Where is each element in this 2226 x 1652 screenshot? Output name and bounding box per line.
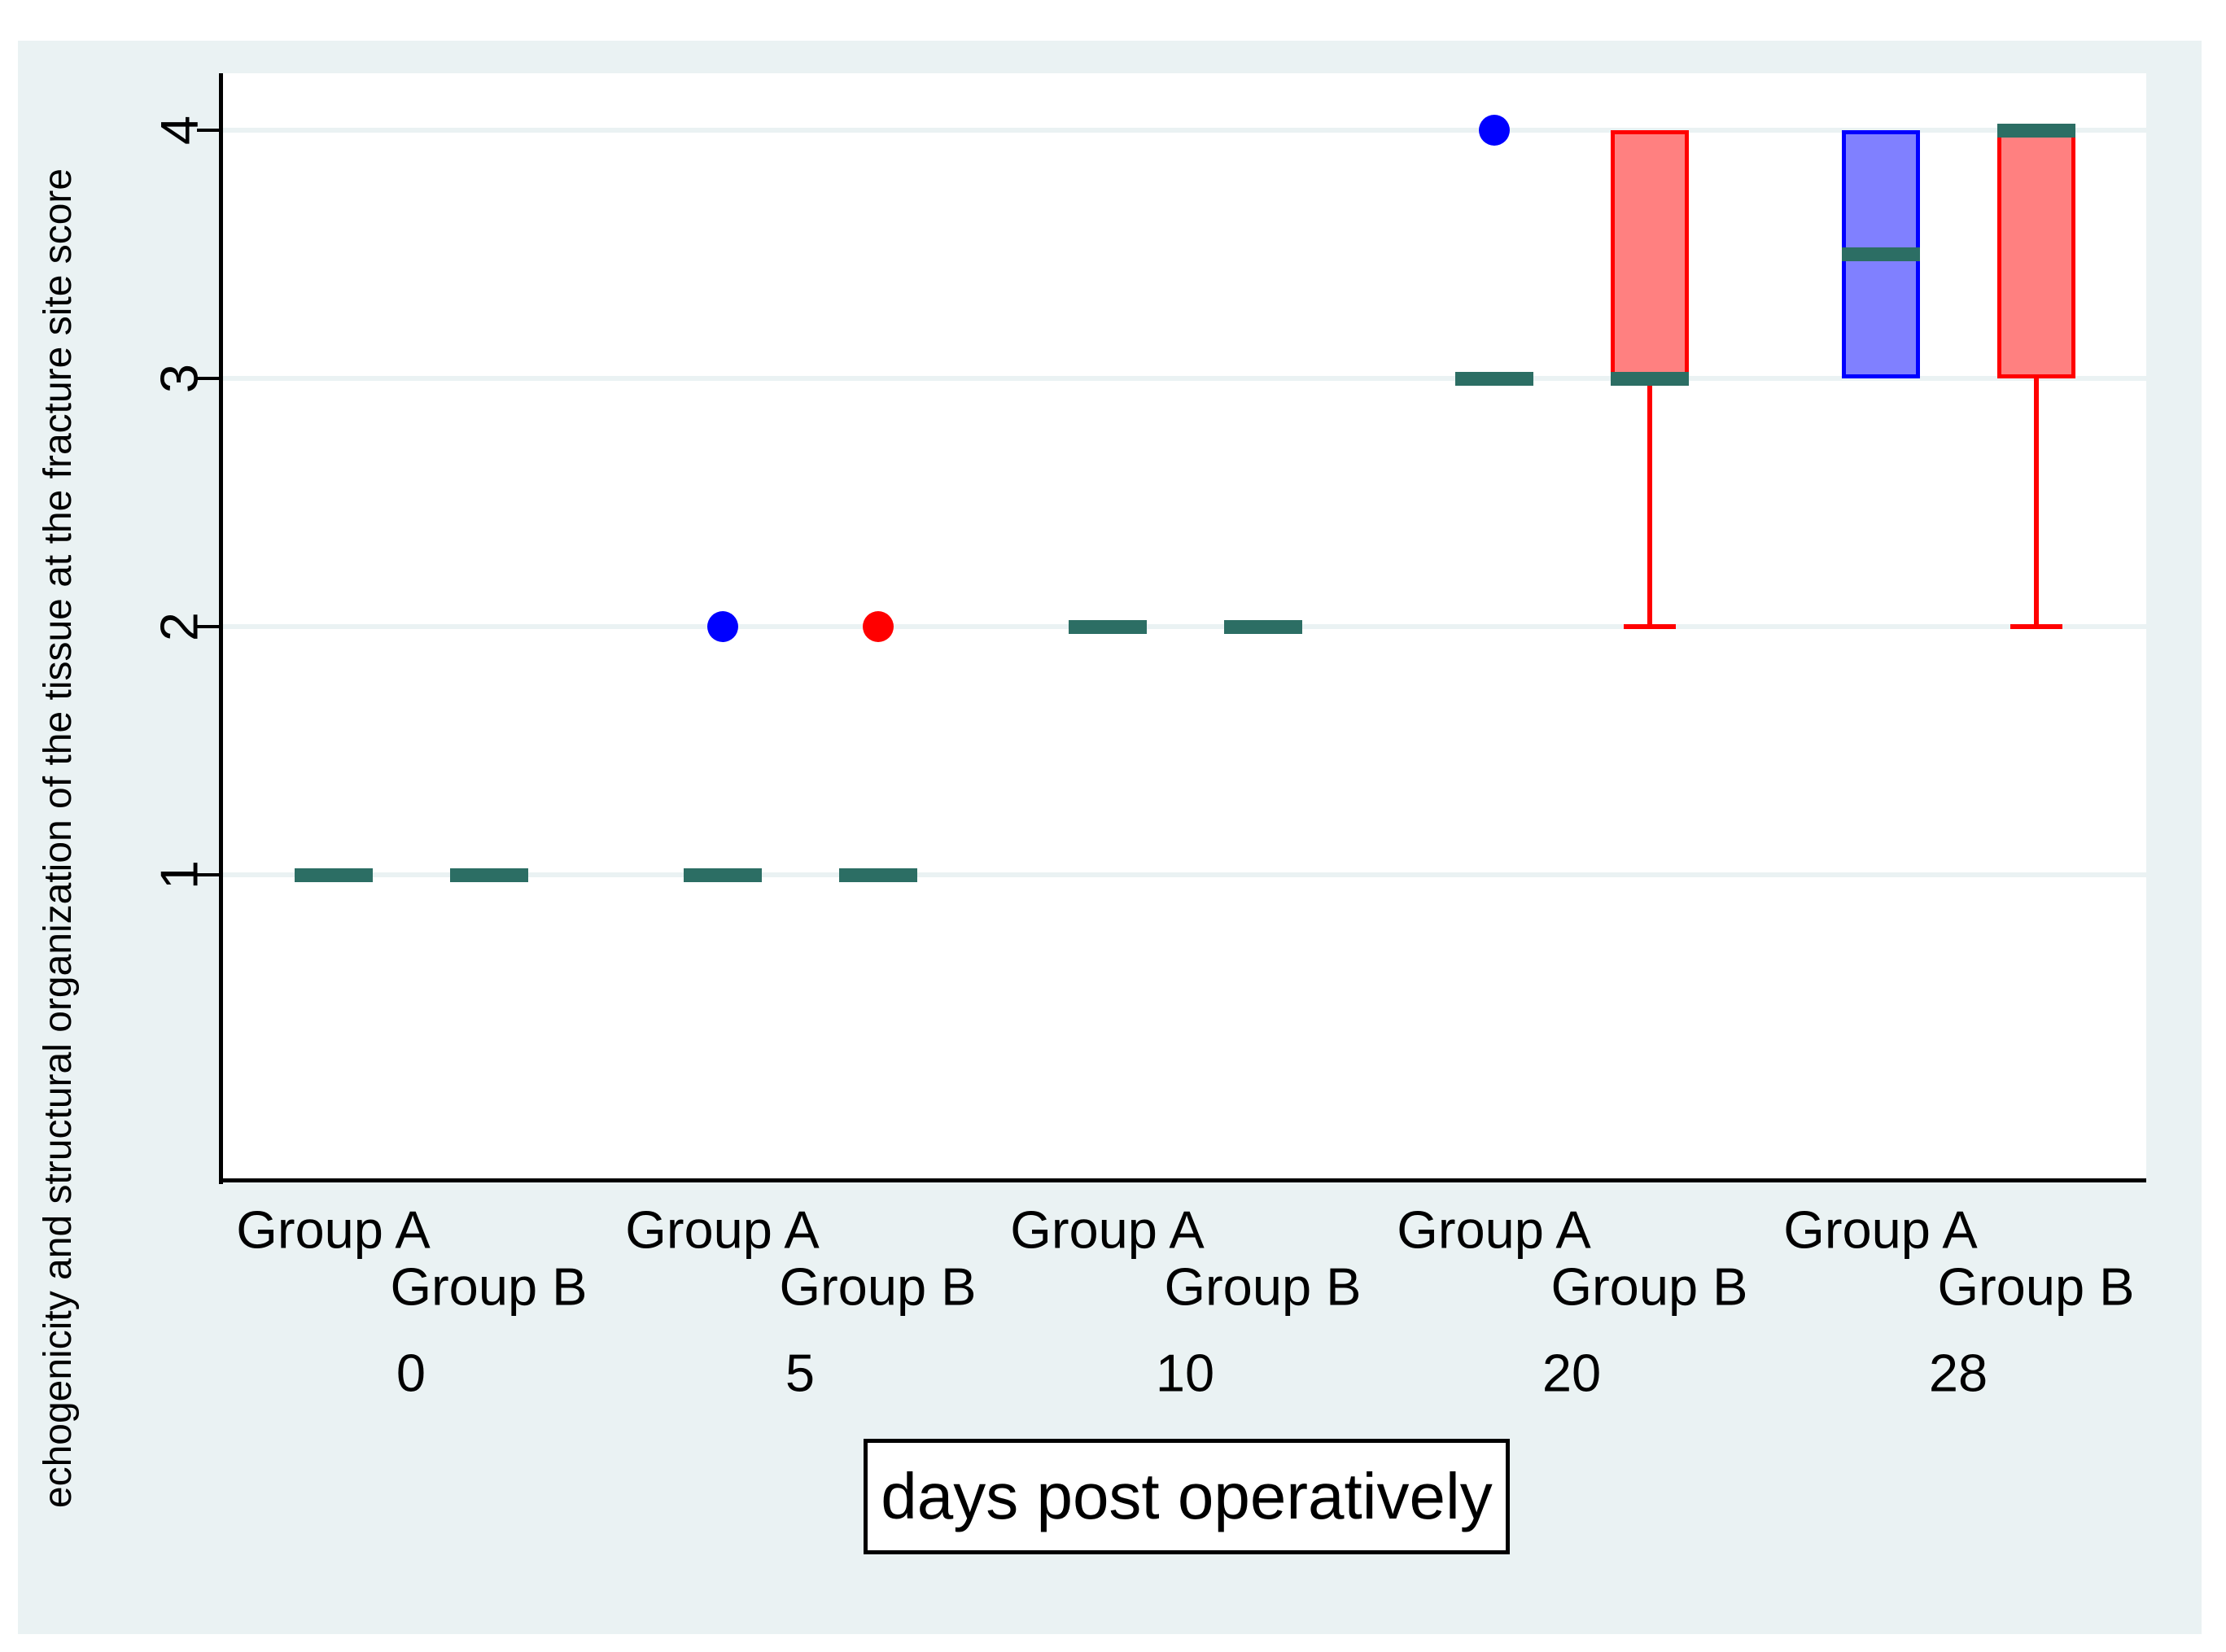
y-tick-label: 1 (149, 859, 209, 890)
y-tick-mark (197, 625, 219, 628)
y-tick-mark (197, 129, 219, 132)
outlier-dot (706, 611, 738, 642)
y-tick-mark (197, 873, 219, 876)
median-bar (1841, 247, 1920, 261)
median-bar (1996, 123, 2075, 138)
median-bar (683, 868, 762, 882)
x-label-day: 10 (1155, 1343, 1215, 1403)
median-bar (1223, 619, 1302, 634)
y-gridline (222, 872, 2146, 877)
y-gridline (222, 376, 2146, 381)
outlier-dot (1478, 115, 1510, 146)
x-label-group-a: Group A (1010, 1200, 1205, 1260)
x-label-group-b: Group B (390, 1256, 588, 1317)
median-bar (294, 868, 373, 882)
whisker-cap (1623, 624, 1676, 629)
x-label-day: 0 (396, 1343, 426, 1403)
whisker-line (1647, 378, 1652, 627)
box-28-group-b (1996, 130, 2075, 378)
x-label-group-b: Group B (1550, 1256, 1748, 1317)
y-gridline (222, 624, 2146, 629)
x-label-group-a: Group A (236, 1200, 431, 1260)
x-label-day: 28 (1928, 1343, 1988, 1403)
x-axis-title: days post operatively (881, 1460, 1493, 1532)
y-tick-label: 2 (149, 611, 209, 642)
whisker-cap (2010, 624, 2062, 629)
x-label-group-a: Group A (625, 1200, 820, 1260)
box-20-group-b (1610, 130, 1689, 378)
y-tick-label: 4 (149, 115, 209, 146)
x-label-group-b: Group B (1164, 1256, 1362, 1317)
y-tick-label: 3 (149, 363, 209, 394)
median-bar (838, 868, 917, 882)
x-label-group-a: Group A (1783, 1200, 1978, 1260)
median-bar (1454, 371, 1533, 386)
x-axis-title-box: days post operatively (864, 1439, 1510, 1554)
median-bar (1068, 619, 1147, 634)
y-tick-mark (197, 377, 219, 380)
x-label-group-b: Group B (1937, 1256, 2135, 1317)
whisker-line (2033, 378, 2039, 627)
x-label-day: 5 (785, 1343, 816, 1403)
x-axis-line (219, 1178, 2146, 1182)
y-axis-line (219, 73, 223, 1184)
x-label-group-b: Group B (779, 1256, 977, 1317)
x-label-day: 20 (1542, 1343, 1602, 1403)
y-axis-title: echogenicity and structural organization… (37, 168, 80, 1509)
x-label-group-a: Group A (1397, 1200, 1591, 1260)
median-bar (1610, 371, 1689, 386)
median-bar (449, 868, 528, 882)
outlier-dot (862, 611, 894, 642)
y-gridline (222, 128, 2146, 133)
